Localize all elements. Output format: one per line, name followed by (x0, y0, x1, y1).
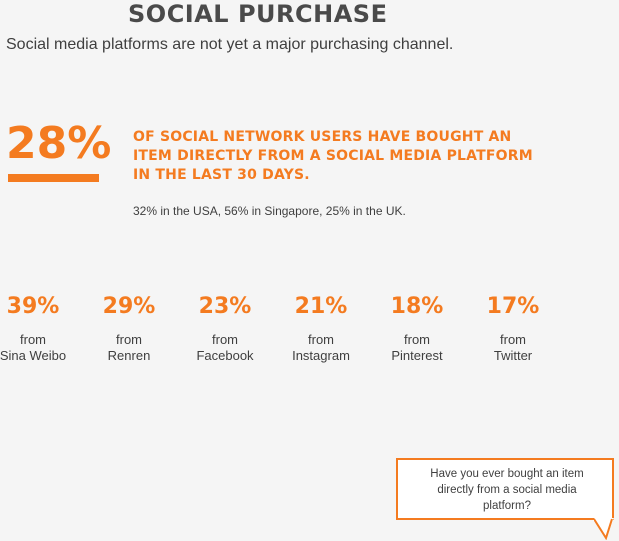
platform-pct: 18% (390, 294, 444, 319)
platform-from: from (212, 332, 238, 347)
platform-name: Facebook (196, 348, 254, 363)
platform-name: Twitter (493, 348, 533, 363)
question-line-2: directly from a social media (437, 484, 577, 496)
platform-stat-pinterest: 18% from Pinterest (372, 292, 462, 364)
platform-name: Sina Weibo (0, 348, 67, 363)
platform-stat-facebook: 23% from Facebook (180, 292, 270, 364)
bubble-tail-icon (594, 518, 614, 540)
platform-stat-instagram: 21% from Instagram (276, 292, 366, 364)
platform-from: from (20, 332, 46, 347)
platform-stat-twitter: 17% from Twitter (468, 292, 558, 364)
question-bubble: Have you ever bought an item directly fr… (396, 458, 614, 520)
question-text: Have you ever bought an item directly fr… (398, 466, 616, 514)
headline-line-2: ITEM DIRECTLY FROM A SOCIAL MEDIA PLATFO… (133, 148, 533, 164)
platform-pct: 17% (486, 294, 540, 319)
platform-pct: 29% (102, 294, 156, 319)
main-stat-underline (8, 174, 99, 182)
main-stat-note: 32% in the USA, 56% in Singapore, 25% in… (133, 204, 406, 218)
main-stat-headline: OF SOCIAL NETWORK USERS HAVE BOUGHT AN I… (133, 128, 603, 185)
platform-pct: 21% (294, 294, 348, 319)
main-stat-value: 28% (6, 118, 112, 169)
platform-pct: 23% (198, 294, 252, 319)
platform-stat-sina-weibo: 39% from Sina Weibo (0, 292, 78, 364)
platform-from: from (404, 332, 430, 347)
headline-line-3: IN THE LAST 30 DAYS. (133, 167, 310, 183)
platform-stat-renren: 29% from Renren (84, 292, 174, 364)
platform-name: Renren (107, 348, 151, 363)
platform-from: from (116, 332, 142, 347)
question-line-1: Have you ever bought an item (430, 468, 584, 480)
platform-from: from (308, 332, 334, 347)
platform-pct: 39% (6, 294, 60, 319)
platform-name: Instagram (292, 348, 350, 363)
platform-from: from (500, 332, 526, 347)
headline-line-1: OF SOCIAL NETWORK USERS HAVE BOUGHT AN (133, 129, 512, 145)
page-title: SOCIAL PURCHASE (128, 0, 388, 28)
platform-stats: 39% from Sina Weibo 29% from Renren 23% … (0, 292, 619, 372)
question-line-3: platform? (483, 500, 531, 512)
page-subtitle: Social media platforms are not yet a maj… (6, 36, 454, 53)
platform-name: Pinterest (391, 348, 443, 363)
